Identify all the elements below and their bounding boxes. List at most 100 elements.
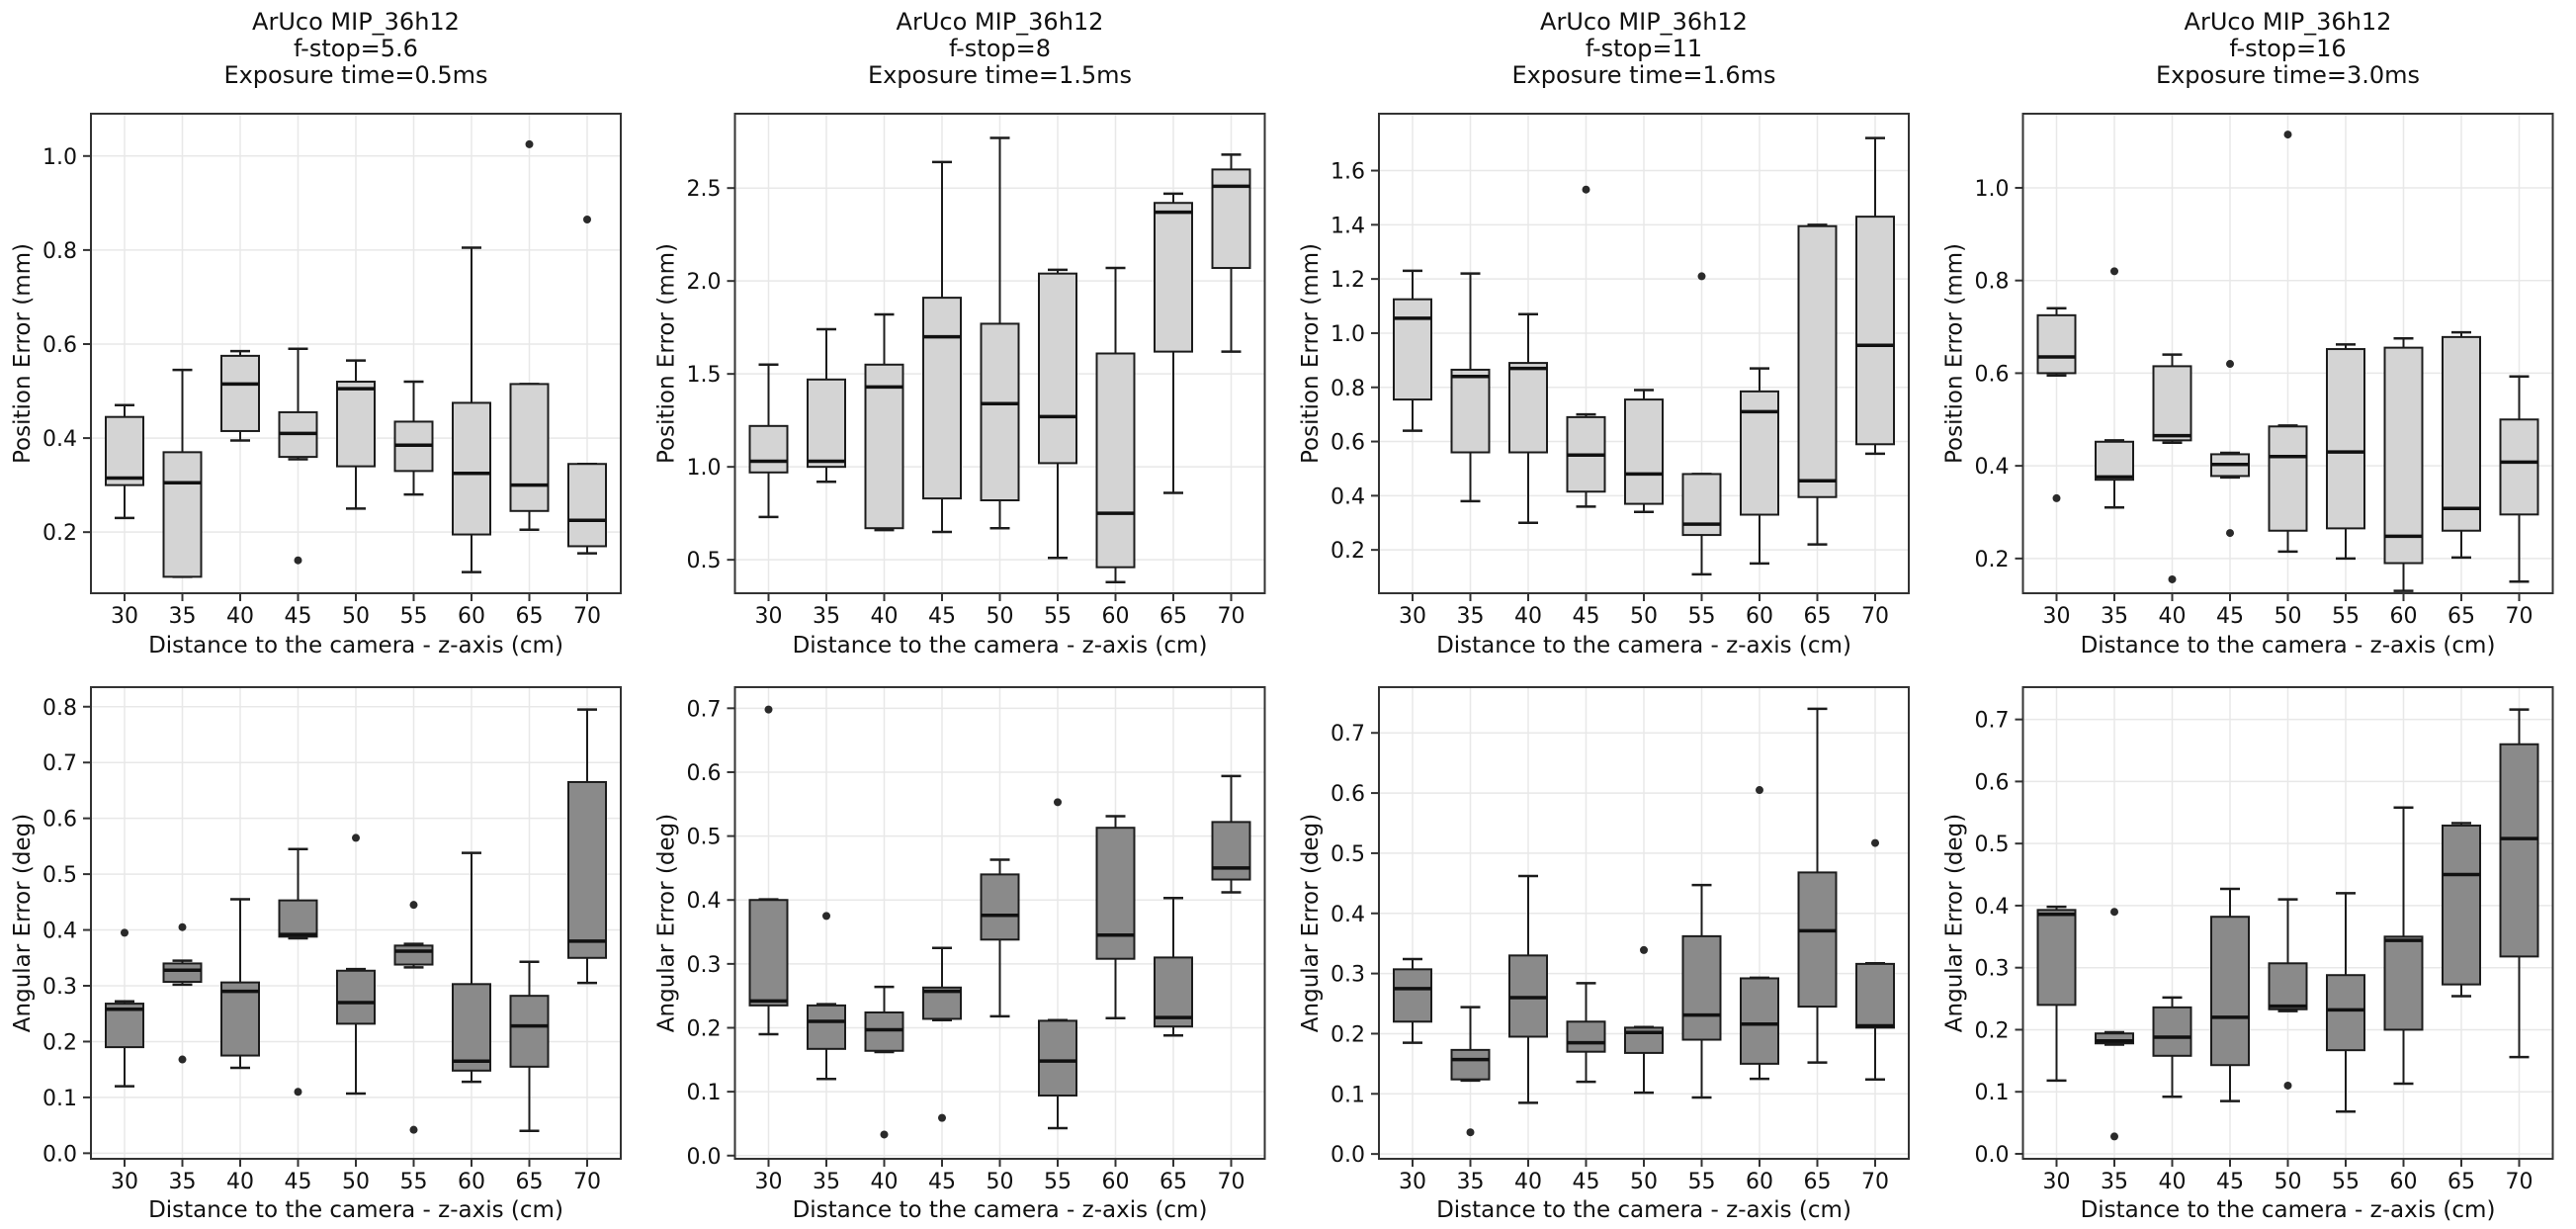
x-tick-label: 60 — [1102, 604, 1130, 629]
x-tick-label: 65 — [2447, 604, 2475, 629]
y-tick-label: 0.1 — [43, 1087, 77, 1111]
iqr-box — [452, 983, 491, 1072]
x-tick-label: 55 — [1688, 1170, 1716, 1194]
subplot-title-line-1: ArUco MIP_36h12 — [897, 8, 1104, 36]
x-tick-label: 65 — [516, 604, 544, 629]
outlier-dot — [352, 834, 360, 842]
iqr-box — [2383, 935, 2424, 1031]
y-tick-label: 0.1 — [687, 1081, 722, 1105]
iqr-box — [1740, 977, 1779, 1065]
boxplot-group-60 — [1740, 786, 1779, 1081]
boxplot-group-30 — [2036, 307, 2077, 502]
subplot-title-line-3: Exposure time=1.6ms — [1511, 61, 1775, 89]
x-tick-label: 40 — [2159, 604, 2187, 629]
subplot-title-line-3: Exposure time=1.5ms — [868, 61, 1132, 89]
iqr-box — [748, 424, 789, 474]
iqr-box — [1038, 1019, 1077, 1097]
outlier-dot — [764, 705, 773, 714]
x-tick-label: 65 — [1804, 604, 1832, 629]
boxplot-group-55 — [1681, 272, 1722, 576]
x-tick-label: 45 — [1573, 604, 1600, 629]
boxplot-group-70 — [1855, 136, 1895, 456]
y-tick-label: 0.0 — [687, 1145, 722, 1170]
y-tick-label: 0.3 — [1331, 963, 1365, 988]
y-tick-label: 1.2 — [1331, 268, 1365, 293]
boxplot-group-60 — [452, 851, 491, 1084]
y-tick-label: 0.4 — [1975, 895, 2010, 920]
x-axis-label: Distance to the camera - z-axis (cm) — [1436, 1197, 1851, 1223]
iqr-box — [1740, 390, 1779, 516]
outlier-dot — [822, 912, 830, 921]
x-tick-label: 30 — [2043, 1170, 2071, 1194]
x-axis-label: Distance to the camera - z-axis (cm) — [148, 1197, 563, 1223]
y-tick-label: 0.6 — [687, 761, 722, 786]
boxplot-group-40 — [220, 349, 260, 442]
boxplot-group-35 — [2095, 267, 2134, 509]
x-axis-label: Distance to the camera - z-axis (cm) — [793, 633, 1208, 658]
iqr-box — [2326, 348, 2365, 530]
x-axis-label: Distance to the camera - z-axis (cm) — [2081, 1197, 2496, 1223]
iqr-box — [1038, 272, 1077, 465]
iqr-box — [2036, 313, 2077, 375]
y-tick-label: 2.5 — [687, 177, 722, 202]
y-axis-label: Angular Error (deg) — [10, 814, 36, 1032]
x-tick-label: 40 — [226, 604, 254, 629]
boxplot-group-45 — [2210, 887, 2250, 1102]
boxplot-group-55 — [2326, 343, 2365, 561]
y-tick-label: 0.0 — [1975, 1143, 2010, 1168]
iqr-box — [105, 415, 144, 486]
iqr-box — [452, 401, 491, 536]
iqr-box — [1450, 1048, 1491, 1081]
iqr-box — [1624, 398, 1664, 505]
x-tick-label: 50 — [342, 1170, 370, 1194]
y-tick-label: 2.0 — [687, 270, 722, 295]
outlier-dot — [1871, 838, 1879, 847]
boxplot-group-30 — [748, 363, 789, 519]
iqr-box — [1154, 202, 1193, 353]
x-tick-label: 45 — [2216, 1170, 2244, 1194]
x-tick-label: 35 — [1457, 604, 1485, 629]
iqr-box — [509, 995, 550, 1068]
y-tick-label: 0.6 — [1975, 770, 2010, 795]
x-tick-label: 55 — [2332, 604, 2360, 629]
boxplot-group-65 — [1797, 707, 1838, 1064]
outlier-dot — [2226, 529, 2234, 538]
y-tick-label: 0.5 — [1331, 842, 1365, 867]
x-tick-label: 70 — [2506, 1170, 2533, 1194]
boxplot-group-70 — [567, 215, 607, 555]
boxplot-group-30 — [105, 403, 144, 520]
outlier-dot — [2052, 493, 2061, 502]
x-tick-label: 70 — [1218, 1170, 1245, 1194]
x-tick-label: 60 — [2390, 604, 2418, 629]
iqr-box — [1797, 871, 1838, 1009]
x-axis-label: Distance to the camera - z-axis (cm) — [148, 633, 563, 658]
outlier-dot — [2110, 908, 2118, 917]
subplot-r0c0: 0.2 0.4 0.6 0.8 1.0 30 35 40 45 50 55 60 65 70 Distanc… — [10, 8, 622, 658]
boxplot-group-40 — [1508, 312, 1548, 525]
y-tick-label: 0.8 — [43, 239, 77, 264]
boxplot-group-50 — [980, 136, 1020, 530]
boxplot-group-35 — [1450, 272, 1491, 503]
iqr-box — [2152, 365, 2192, 442]
boxplot-group-65 — [509, 139, 550, 532]
boxplot-group-40 — [1508, 874, 1548, 1104]
y-tick-label: 0.7 — [1331, 722, 1365, 746]
x-tick-label: 50 — [2275, 1170, 2302, 1194]
y-tick-label: 0.7 — [687, 697, 722, 722]
y-tick-label: 0.2 — [43, 521, 77, 546]
subplot-title-line-2: f-stop=8 — [949, 35, 1051, 62]
boxplot-group-40 — [864, 312, 904, 532]
x-tick-label: 30 — [111, 1170, 138, 1194]
iqr-box — [864, 363, 904, 530]
outlier-dot — [2226, 360, 2234, 369]
iqr-box — [807, 378, 846, 469]
iqr-box — [807, 1004, 846, 1050]
boxplot-group-70 — [2499, 375, 2539, 583]
boxplot-group-50 — [336, 834, 376, 1096]
outlier-dot — [121, 928, 129, 937]
boxplot-group-70 — [567, 708, 607, 985]
y-tick-label: 0.8 — [1975, 270, 2010, 295]
outlier-dot — [1697, 272, 1706, 281]
iqr-box — [336, 381, 376, 468]
